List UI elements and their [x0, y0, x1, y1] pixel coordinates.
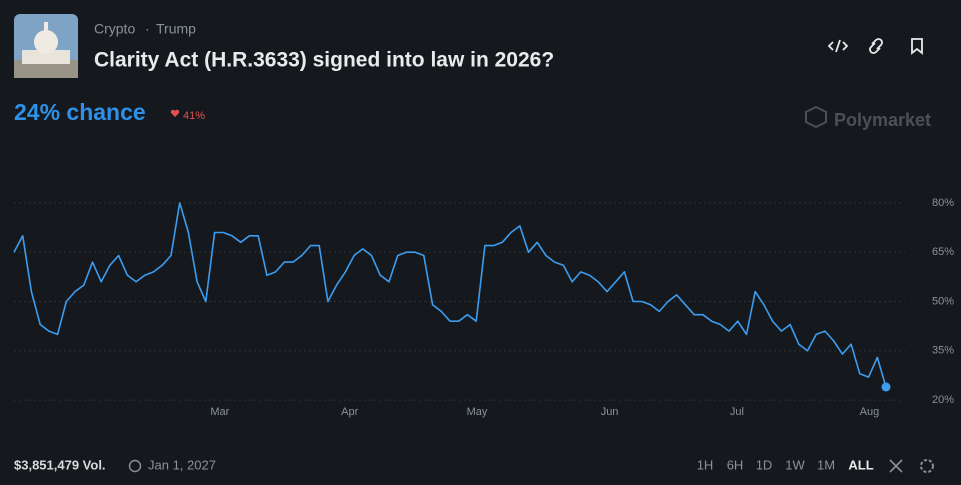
tag[interactable]: Trump	[156, 21, 196, 37]
shuffle-icon[interactable]	[889, 459, 903, 473]
range-button[interactable]: 1M	[817, 457, 835, 472]
x-tick-label: Mar	[210, 406, 229, 418]
y-tick-label: 20%	[932, 394, 954, 406]
range-button[interactable]: 1W	[785, 457, 805, 472]
bookmark-icon[interactable]	[911, 38, 923, 55]
market-image	[14, 14, 78, 78]
current-point	[881, 382, 891, 392]
range-button[interactable]: 1H	[697, 457, 714, 472]
header-icons	[827, 38, 923, 55]
end-date: Jan 1, 2027	[148, 457, 216, 472]
down-icon	[170, 109, 180, 117]
x-tick-label: Aug	[860, 406, 880, 418]
range-button[interactable]: 6H	[727, 457, 744, 472]
market-title: Clarity Act (H.R.3633) signed into law i…	[94, 49, 554, 72]
chance: 24% chance	[14, 99, 146, 125]
volume: $3,851,479 Vol.	[14, 457, 106, 472]
separator: ·	[145, 21, 150, 37]
chart: 20% 35% 50% 65% 80% Mar Apr May Jun Jul Aug	[13, 197, 954, 418]
category[interactable]: Crypto	[94, 21, 135, 37]
x-tick-label: Apr	[341, 406, 358, 418]
range-button[interactable]: 1D	[756, 457, 773, 472]
x-tick-label: Jul	[730, 406, 744, 418]
settings-icon[interactable]	[920, 459, 934, 473]
y-tick-label: 50%	[932, 295, 954, 307]
embed-icon[interactable]	[827, 39, 849, 53]
range-buttons: 1H 6H 1D 1W 1M ALL	[697, 457, 874, 472]
price-line	[13, 202, 887, 388]
change: 41%	[183, 110, 205, 122]
x-tick-label: May	[467, 406, 488, 418]
x-tick-label: Jun	[601, 406, 619, 418]
brand-logo	[805, 105, 827, 129]
brand: Polymarket	[834, 110, 931, 130]
y-tick-label: 80%	[932, 197, 954, 209]
y-tick-label: 35%	[932, 345, 954, 357]
clock-icon	[128, 459, 142, 473]
y-tick-label: 65%	[932, 246, 954, 258]
link-icon[interactable]	[869, 38, 883, 54]
range-button[interactable]: ALL	[848, 457, 873, 472]
